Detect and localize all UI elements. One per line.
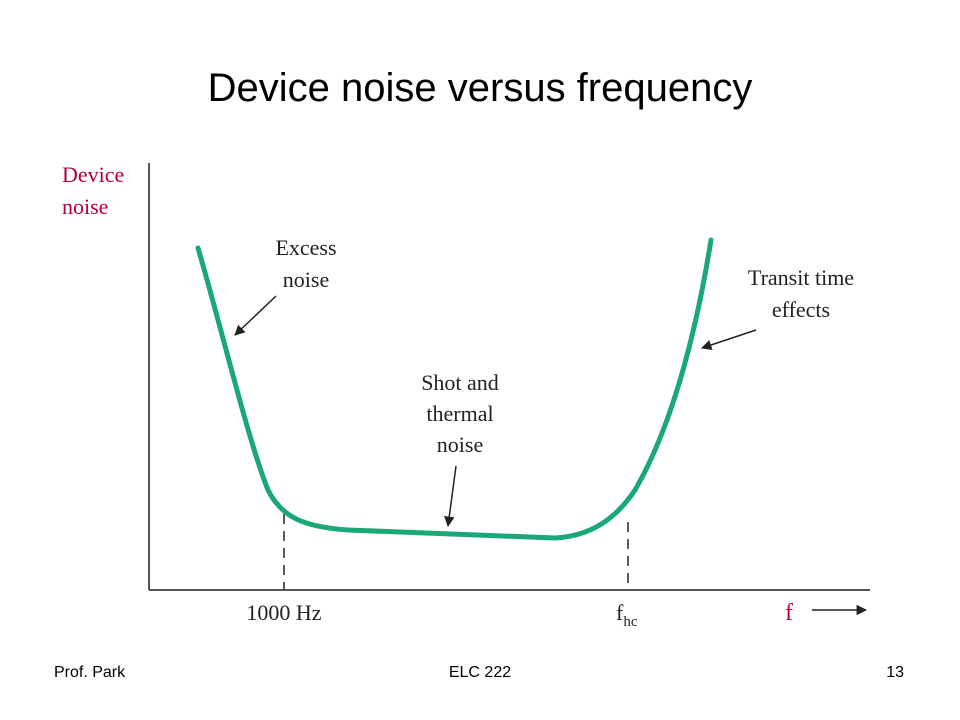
tick-label-fhc: fhc	[616, 600, 638, 630]
annotation-shot-line2: thermal	[426, 401, 493, 426]
annotation-shot-line3: noise	[437, 432, 483, 457]
footer-author: Prof. Park	[54, 664, 126, 681]
annotation-excess-line1: Excess	[275, 235, 336, 260]
tick-label-fhc-main: f	[616, 600, 624, 625]
x-axis-label: f	[785, 600, 793, 626]
footer-course: ELC 222	[448, 664, 512, 681]
annotation-shot-line1: Shot and	[421, 370, 499, 395]
annotation-transit-line2: effects	[772, 297, 830, 322]
arrow-transit	[701, 329, 757, 350]
arrow-excess	[234, 295, 277, 336]
arrow-shot	[444, 465, 457, 528]
y-axis-label-line1: Device	[62, 162, 124, 187]
noise-curve	[195, 237, 714, 541]
footer-page-number: 13	[886, 664, 904, 681]
annotation-transit-line1: Transit time	[748, 265, 854, 290]
tick-label-fhc-sub: hc	[623, 614, 638, 630]
annotation-excess-line2: noise	[283, 267, 329, 292]
y-axis-label-line2: noise	[62, 194, 108, 219]
tick-label-1000hz: 1000 Hz	[246, 600, 321, 625]
slide-title: Device noise versus frequency	[207, 66, 753, 110]
